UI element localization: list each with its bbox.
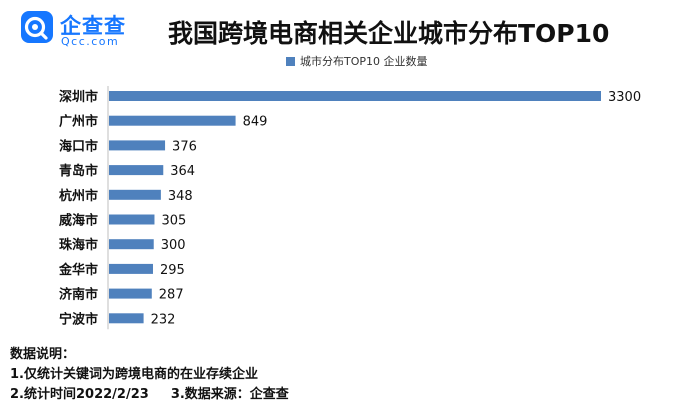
value-label: 305 [161,214,186,229]
value-label: 300 [161,238,186,253]
value-label: 3300 [608,90,641,105]
value-label: 287 [159,288,184,303]
bar [109,115,236,126]
notes-heading: 数据说明： [10,347,76,362]
logo-text-cn: 企查查 [60,14,126,38]
chart-legend: 城市分布TOP10 企业数量 [286,53,428,69]
value-label: 364 [170,164,195,179]
bar [109,263,153,274]
bar [109,313,144,324]
value-label: 376 [172,139,197,154]
bar [109,214,155,225]
category-label: 杭州市 [59,188,98,204]
chart-title: 我国跨境电商相关企业城市分布TOP10 [168,19,610,48]
data-notes: 数据说明： 1.仅统计关键词为跨境电商的在业存续企业 2.统计时间2022/2/… [10,345,289,405]
bar [109,91,601,101]
bar [109,239,154,250]
value-label: 232 [151,312,176,327]
notes-line-1: 1.仅统计关键词为跨境电商的在业存续企业 [10,367,258,382]
bar [109,288,152,299]
bar [109,165,164,176]
notes-source: 3.数据来源：企查查 [170,387,289,402]
notes-time: 2.统计时间2022/2/23 [10,387,149,402]
category-label: 济南市 [59,287,98,303]
category-label: 金华市 [58,262,98,278]
bar [109,140,166,151]
category-label: 广州市 [59,114,98,130]
logo-text-en: Qcc.com [61,35,120,48]
value-label: 849 [243,115,268,130]
notes-line-2: 2.统计时间2022/2/23 3.数据来源：企查查 [10,385,289,405]
bar-chart: 深圳市 3300 广州市 849 海口市 376 青岛市 364 杭州市 348 威海市 305 珠海市… [58,86,641,330]
bar [109,189,161,200]
category-label: 威海市 [59,213,98,229]
legend-swatch [286,56,295,66]
value-label: 295 [160,263,185,278]
category-label: 海口市 [59,138,98,154]
category-label: 深圳市 [59,89,98,105]
category-label: 宁波市 [59,311,98,327]
legend-label: 城市分布TOP10 企业数量 [300,55,428,68]
qcc-logo-icon [21,11,53,43]
category-label: 青岛市 [59,163,98,179]
qcc-logo: 企查查 Qcc.com [20,10,140,50]
category-label: 珠海市 [59,237,98,253]
value-label: 348 [168,189,193,204]
